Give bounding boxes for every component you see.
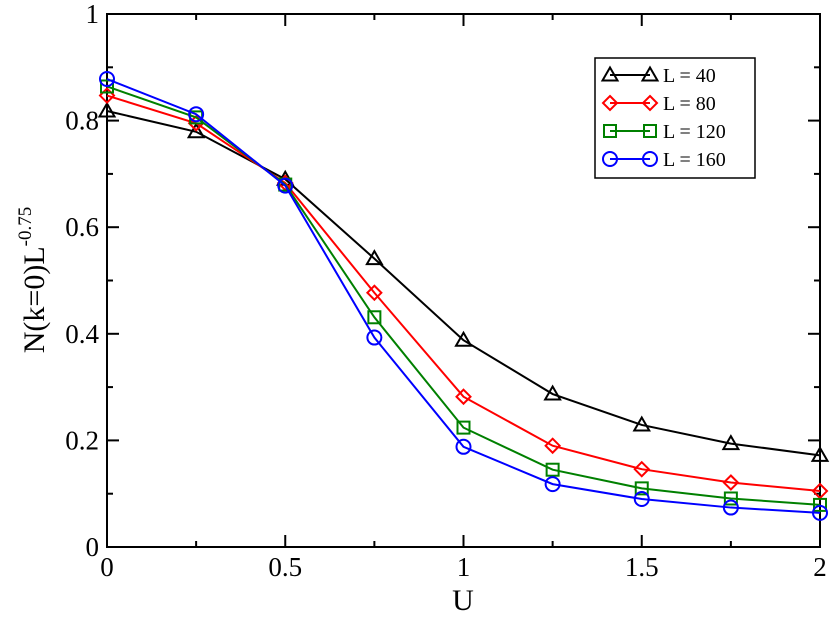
legend-label: L = 80 (663, 93, 716, 115)
series-l-160 (99, 71, 828, 521)
data-point-l-80 (544, 437, 562, 455)
data-point-l-160 (812, 504, 828, 521)
series-line-l-160 (106, 78, 821, 514)
series-line-l-40 (106, 110, 821, 457)
data-point-l-120 (100, 79, 114, 94)
data-point-l-80 (722, 474, 740, 491)
data-point-l-160 (277, 177, 294, 194)
data-point-l-80 (365, 284, 383, 302)
data-point-l-40 (454, 330, 473, 347)
legend-item-l-40: L = 40 (600, 65, 716, 87)
legend-marker-start (602, 151, 618, 167)
x-tick-label: 1 (457, 552, 471, 582)
y-axis-label-base: N(k=0)L (18, 246, 51, 353)
legend-marker-end (643, 124, 657, 138)
legend-item-l-80: L = 80 (601, 93, 716, 115)
y-axis-label: N(k=0)L-0.75 (15, 207, 51, 353)
legend-marker-end (641, 94, 659, 112)
y-axis-label-exponent: -0.75 (15, 207, 36, 247)
data-point-l-120 (545, 462, 560, 477)
data-point-l-40 (186, 122, 206, 139)
data-point-l-160 (544, 476, 561, 493)
data-point-l-160 (366, 329, 383, 346)
data-point-l-120 (723, 491, 738, 506)
data-point-l-120 (456, 420, 471, 435)
data-point-l-120 (367, 310, 382, 325)
data-point-l-40 (365, 249, 384, 266)
data-point-l-40 (810, 445, 830, 462)
series-line-l-80 (106, 94, 821, 493)
legend-marker-end (642, 151, 658, 167)
data-point-l-40 (632, 415, 651, 432)
data-point-l-160 (722, 499, 739, 516)
data-point-l-120 (634, 481, 649, 496)
y-tick-label: 1 (86, 0, 100, 29)
legend-marker-start (601, 94, 619, 112)
data-point-l-120 (813, 497, 827, 512)
legend-item-l-120: L = 120 (603, 121, 726, 143)
legend-label: L = 160 (663, 149, 726, 171)
y-tick-label: 0.6 (65, 212, 99, 242)
legend-label: L = 40 (663, 65, 716, 87)
legend-marker-start (600, 65, 620, 82)
data-point-l-160 (188, 106, 205, 123)
data-point-l-80 (455, 388, 472, 406)
data-point-l-160 (633, 491, 650, 508)
legend-label: L = 120 (663, 121, 726, 143)
x-tick-label: 0 (100, 552, 114, 582)
y-tick-label: 0.4 (65, 319, 99, 349)
legend-marker-end (640, 65, 660, 82)
series-line-l-120 (106, 85, 821, 506)
x-tick-label: 2 (813, 552, 827, 582)
x-tick-label: 0.5 (268, 552, 302, 582)
data-point-l-40 (543, 384, 562, 401)
legend-marker-start (603, 124, 617, 138)
y-tick-label: 0.2 (65, 425, 99, 455)
data-point-l-80 (633, 460, 651, 478)
x-axis-label: U (452, 584, 474, 617)
data-point-l-40 (721, 434, 741, 451)
data-point-l-40 (97, 101, 117, 118)
data-point-l-160 (99, 71, 115, 88)
y-tick-label: 0.8 (65, 106, 99, 136)
data-point-l-160 (455, 438, 472, 455)
x-tick-label: 1.5 (625, 552, 659, 582)
legend-item-l-160: L = 160 (602, 149, 726, 171)
y-tick-label: 0 (86, 532, 100, 562)
